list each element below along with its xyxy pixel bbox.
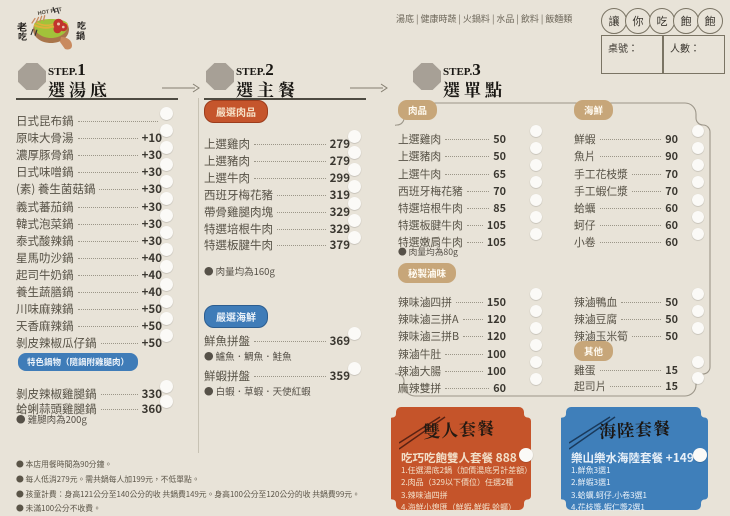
svg-text:鍋: 鍋	[76, 29, 85, 42]
svg-text:吃: 吃	[18, 30, 27, 43]
svg-text:HOT POT: HOT POT	[37, 7, 63, 17]
